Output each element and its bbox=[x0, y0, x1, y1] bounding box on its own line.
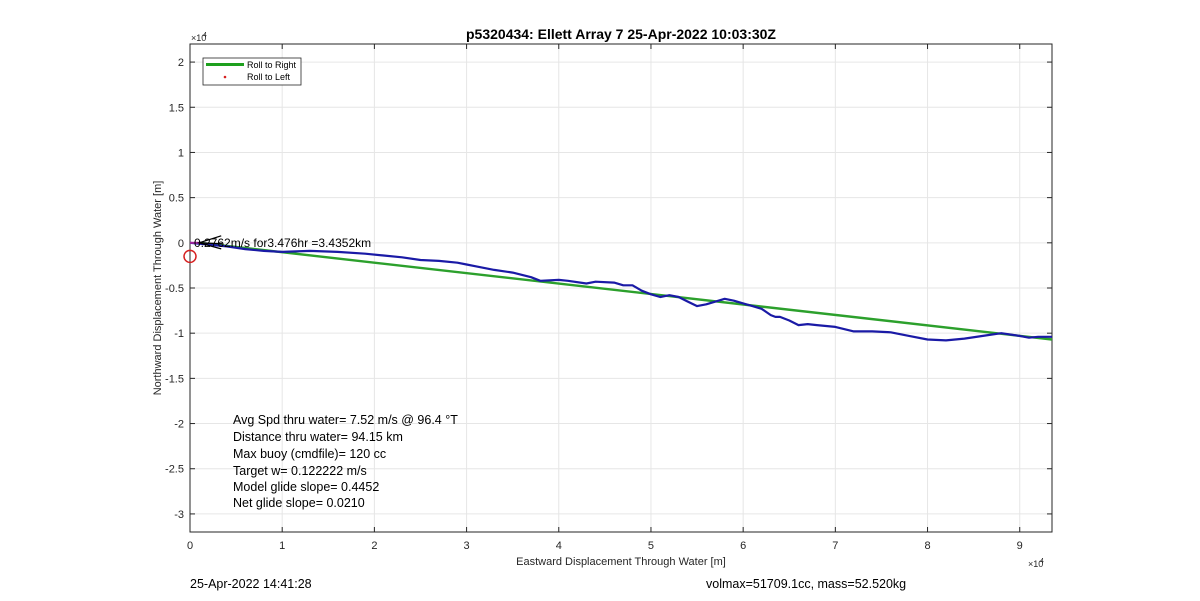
stat-net-glide-slope: Net glide slope= 0.0210 bbox=[233, 496, 365, 510]
data-series bbox=[189, 241, 1053, 342]
y-exponent-power: 4 bbox=[203, 32, 207, 39]
x-tick-label: 7 bbox=[832, 540, 838, 552]
grid-lines bbox=[189, 44, 1052, 532]
footer-timestamp: 25-Apr-2022 14:41:28 bbox=[190, 577, 312, 591]
y-tick-label: -3 bbox=[174, 509, 184, 521]
y-tick-label: 0.5 bbox=[169, 193, 184, 205]
x-axis-label: Eastward Displacement Through Water [m] bbox=[516, 556, 726, 568]
x-tick-label: 2 bbox=[371, 540, 377, 552]
legend-label-roll-right: Roll to Right bbox=[247, 60, 297, 70]
y-tick-label: -2.5 bbox=[165, 464, 184, 476]
y-tick-label: 2 bbox=[178, 57, 184, 69]
y-tick-label: -2 bbox=[174, 419, 184, 431]
legend-box bbox=[202, 57, 302, 86]
y-tick-label: -1.5 bbox=[165, 373, 184, 385]
y-exponent: ×10 4 bbox=[191, 32, 207, 43]
y-axis-label: Northward Displacement Through Water [m] bbox=[152, 181, 164, 396]
x-tick-label: 1 bbox=[279, 540, 285, 552]
stat-distance: Distance thru water= 94.15 km bbox=[233, 430, 403, 444]
y-tick-label: 1 bbox=[178, 147, 184, 159]
vector-arrow-head bbox=[196, 235, 222, 250]
y-tick-label: 1.5 bbox=[169, 102, 184, 114]
x-tick-label: 5 bbox=[648, 540, 654, 552]
y-tick-label: 0 bbox=[178, 238, 184, 250]
footer-volmass: volmax=51709.1cc, mass=52.520kg bbox=[706, 577, 907, 591]
x-tick-label: 0 bbox=[187, 540, 193, 552]
y-tick-label: -0.5 bbox=[165, 283, 184, 295]
x-tick-label: 4 bbox=[556, 540, 562, 552]
stat-max-buoy: Max buoy (cmdfile)= 120 cc bbox=[233, 447, 387, 461]
stat-target-w: Target w= 0.122222 m/s bbox=[233, 464, 367, 478]
y-exponent-base: ×10 bbox=[191, 33, 206, 43]
axis-ticks: 0 1 2 3 4 5 6 7 8 9 2 1.5 1 0.5 0 -0.5 -1 -1.5 -2 -2.5 -3 bbox=[165, 44, 1052, 552]
series-straight-line bbox=[199, 241, 1053, 341]
chart-title: p5320434: Ellett Array 7 25-Apr-2022 10:… bbox=[466, 26, 776, 42]
legend-swatch-roll-left bbox=[223, 75, 227, 79]
stat-avg-speed: Avg Spd thru water= 7.52 m/s @ 96.4 °T bbox=[233, 413, 458, 427]
start-circle-marker bbox=[183, 249, 197, 264]
series-track bbox=[189, 241, 1052, 342]
x-exponent-base: ×10 bbox=[1028, 559, 1043, 569]
x-exponent: ×10 4 bbox=[1028, 558, 1044, 569]
y-tick-label: -1 bbox=[174, 328, 184, 340]
x-tick-label: 8 bbox=[924, 540, 930, 552]
vector-arrow-shaft bbox=[199, 242, 223, 245]
x-tick-label: 3 bbox=[464, 540, 470, 552]
stat-model-glide-slope: Model glide slope= 0.4452 bbox=[233, 480, 380, 494]
x-tick-label: 6 bbox=[740, 540, 746, 552]
x-exponent-power: 4 bbox=[1040, 558, 1044, 565]
legend: Roll to Right Roll to Left bbox=[202, 57, 302, 86]
vector-annotation-text: 0.2762m/s for3.476hr =3.4352km bbox=[194, 236, 371, 250]
legend-label-roll-left: Roll to Left bbox=[247, 72, 291, 82]
annotations: 0.2762m/s for3.476hr =3.4352km bbox=[183, 235, 371, 264]
x-tick-label: 9 bbox=[1017, 540, 1023, 552]
